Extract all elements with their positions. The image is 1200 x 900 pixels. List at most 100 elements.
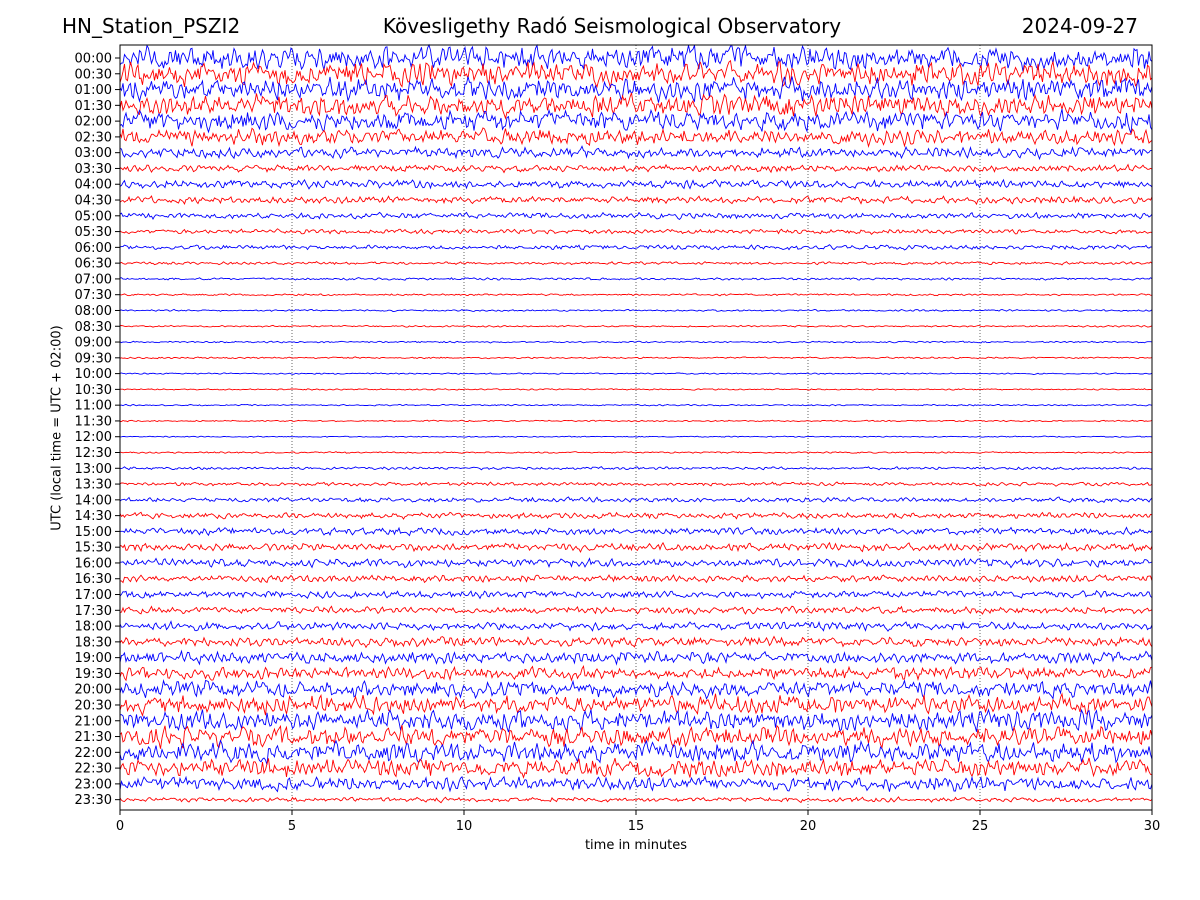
y-tick-label: 11:00: [75, 399, 112, 414]
y-tick-label: 05:30: [75, 225, 112, 240]
station-label: HN_Station_PSZI2: [62, 14, 241, 38]
y-tick-label: 08:00: [75, 304, 112, 319]
y-tick-label: 09:30: [75, 351, 112, 366]
trace-1300: [119, 466, 1152, 471]
trace-0730: [119, 293, 1153, 297]
trace-2030: [119, 692, 1153, 717]
y-tick-label: 00:00: [75, 52, 112, 67]
trace-1930: [119, 665, 1153, 682]
y-tick-label: 20:00: [75, 683, 112, 698]
y-tick-label: 01:30: [75, 99, 112, 114]
y-tick-label: 03:00: [75, 146, 112, 161]
trace-1600: [119, 557, 1153, 569]
trace-2000: [119, 679, 1153, 700]
y-tick-label: 03:30: [75, 162, 112, 177]
trace-1800: [119, 620, 1153, 632]
y-tick-label: 07:00: [75, 272, 112, 287]
trace-0100: [119, 76, 1153, 103]
y-tick-label: 19:00: [75, 651, 112, 666]
y-tick-label: 19:30: [75, 667, 112, 682]
trace-0430: [119, 195, 1153, 206]
trace-0530: [119, 228, 1153, 235]
y-tick-label: 16:30: [75, 572, 112, 587]
trace-1330: [119, 481, 1153, 487]
y-tick-label: 06:00: [75, 241, 112, 256]
x-tick-label: 25: [972, 819, 989, 834]
trace-1400: [119, 496, 1153, 504]
trace-2100: [119, 708, 1153, 733]
y-tick-label: 23:00: [75, 777, 112, 792]
y-tick-label: 21:00: [75, 714, 112, 729]
y-tick-label: 23:30: [75, 793, 112, 808]
y-tick-label: 01:00: [75, 83, 112, 98]
y-tick-label: 02:00: [75, 115, 112, 130]
y-tick-label: 00:30: [75, 67, 112, 82]
observatory-title: Kövesligethy Radó Seismological Observat…: [382, 14, 842, 38]
y-tick-label: 04:00: [75, 178, 112, 193]
trace-0400: [119, 178, 1153, 190]
y-tick-label: 07:30: [75, 288, 112, 303]
x-tick-label: 5: [288, 819, 296, 834]
trace-0500: [119, 211, 1153, 220]
trace-1730: [119, 605, 1153, 615]
trace-1630: [119, 574, 1153, 584]
trace-1900: [119, 649, 1153, 666]
trace-1530: [119, 541, 1153, 554]
trace-1030: [119, 388, 1152, 391]
trace-1430: [119, 511, 1153, 520]
y-tick-label: 18:30: [75, 635, 112, 650]
y-tick-label: 09:00: [75, 336, 112, 351]
trace-0230: [119, 127, 1153, 148]
trace-1830: [119, 635, 1153, 649]
y-axis-label: UTC (local time = UTC + 02:00): [49, 325, 65, 531]
y-tick-label: 22:30: [75, 762, 112, 777]
x-tick-group: 0 5 10 15 20 25 30: [116, 810, 1160, 834]
y-tick-label: 12:30: [75, 446, 112, 461]
y-tick-label: 11:30: [75, 414, 112, 429]
trace-2300: [119, 775, 1153, 793]
trace-2130: [119, 724, 1153, 749]
trace-0630: [119, 261, 1153, 266]
trace-2330: [119, 796, 1153, 804]
trace-1700: [119, 590, 1153, 600]
y-tick-label: 10:00: [75, 367, 112, 382]
y-tick-label: 08:30: [75, 320, 112, 335]
trace-0300: [119, 145, 1152, 161]
y-tick-label: 05:00: [75, 209, 112, 224]
x-tick-label: 10: [456, 819, 473, 834]
y-tick-label: 17:00: [75, 588, 112, 603]
trace-1000: [119, 372, 1153, 375]
trace-0830: [119, 324, 1153, 328]
y-tick-label: 14:00: [75, 493, 112, 508]
trace-0930: [119, 356, 1153, 360]
y-tick-label: 15:30: [75, 541, 112, 556]
y-tick-label: 12:00: [75, 430, 112, 445]
y-tick-label: 15:00: [75, 525, 112, 540]
y-tick-label: 10:30: [75, 383, 112, 398]
y-tick-label: 21:30: [75, 730, 112, 745]
trace-group: [119, 43, 1153, 804]
trace-0600: [119, 244, 1153, 251]
trace-0800: [119, 308, 1153, 312]
y-tick-label: 02:30: [75, 130, 112, 145]
y-tick-label: 14:30: [75, 509, 112, 524]
y-tick-label: 20:30: [75, 698, 112, 713]
trace-0200: [119, 108, 1153, 134]
x-tick-label: 20: [800, 819, 817, 834]
y-tick-label: 06:30: [75, 257, 112, 272]
trace-0700: [119, 277, 1153, 281]
y-tick-label: 13:30: [75, 478, 112, 493]
y-tick-label: 17:30: [75, 604, 112, 619]
trace-2230: [119, 757, 1153, 779]
trace-0900: [119, 340, 1153, 344]
trace-1130: [119, 419, 1153, 423]
y-tick-label: 16:00: [75, 556, 112, 571]
y-tick-label: 18:00: [75, 620, 112, 635]
trace-1200: [119, 435, 1153, 438]
x-tick-label: 0: [116, 819, 124, 834]
trace-0000: [119, 43, 1153, 72]
x-tick-label: 30: [1144, 819, 1161, 834]
trace-0330: [119, 163, 1153, 174]
trace-1230: [119, 451, 1153, 454]
